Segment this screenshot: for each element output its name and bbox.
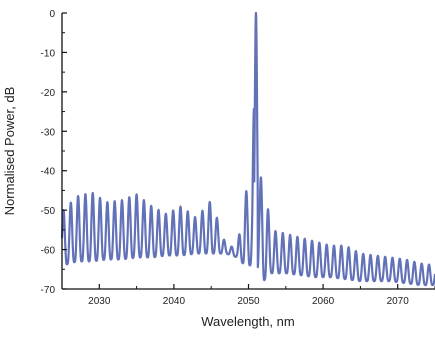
y-tick-label: -40 bbox=[41, 167, 56, 178]
y-tick-label: -20 bbox=[41, 88, 56, 99]
y-tick-label: -60 bbox=[41, 246, 56, 257]
y-tick-label: 0 bbox=[49, 9, 55, 20]
x-tick-label: 2070 bbox=[387, 296, 410, 307]
series-line bbox=[60, 11, 435, 287]
y-tick-label: -10 bbox=[41, 48, 56, 59]
y-tick-label: -70 bbox=[41, 285, 56, 296]
x-tick-label: 2030 bbox=[88, 296, 111, 307]
x-tick-label: 2050 bbox=[237, 296, 260, 307]
x-tick-label: 2060 bbox=[312, 296, 335, 307]
y-tick-label: -50 bbox=[41, 206, 56, 217]
ticks: 0 -10 -20 -30 -40 -50 -60 -70 2030 2040 2050 2060 20… bbox=[41, 9, 435, 307]
y-tick-label: -30 bbox=[41, 127, 56, 138]
y-axis-label: Normalised Power, dB bbox=[2, 87, 17, 216]
x-axis-label: Wavelength, nm bbox=[201, 314, 294, 329]
x-tick-label: 2040 bbox=[163, 296, 186, 307]
